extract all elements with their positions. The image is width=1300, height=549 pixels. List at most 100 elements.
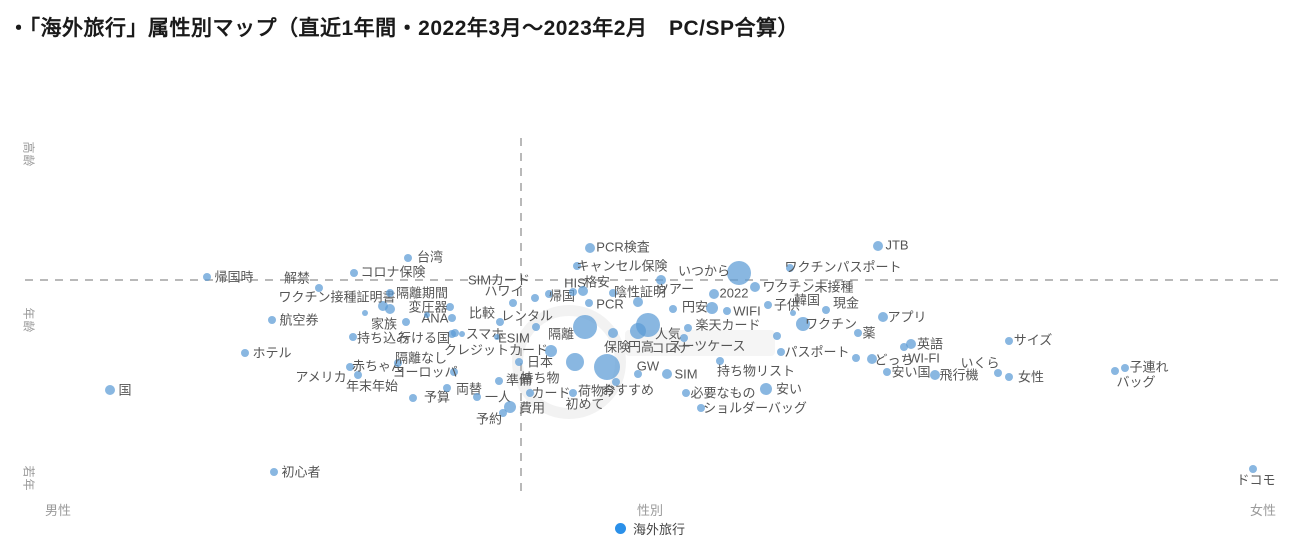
bubble[interactable] <box>526 389 534 397</box>
bubble-label: どっち <box>874 352 914 368</box>
bubble[interactable] <box>594 354 620 380</box>
bubble[interactable] <box>566 353 584 371</box>
bubble[interactable] <box>790 310 796 316</box>
bubble[interactable] <box>346 363 354 371</box>
bubble[interactable] <box>424 312 430 318</box>
bubble[interactable] <box>852 354 860 362</box>
bubble[interactable] <box>315 284 323 292</box>
bubble[interactable] <box>578 286 588 296</box>
bubble[interactable] <box>350 269 358 277</box>
bubble[interactable] <box>723 307 731 315</box>
bubble[interactable] <box>608 328 618 338</box>
bubble[interactable] <box>515 358 523 366</box>
bubble[interactable] <box>634 370 642 378</box>
bubble[interactable] <box>1249 465 1257 473</box>
bubble[interactable] <box>697 404 705 412</box>
bubble[interactable] <box>573 262 581 270</box>
bubble[interactable] <box>385 304 395 314</box>
bubble[interactable] <box>404 254 412 262</box>
legend-item-overseas-travel[interactable]: 海外旅行 <box>614 519 685 538</box>
bubble[interactable] <box>867 354 877 364</box>
bubble[interactable] <box>656 275 666 285</box>
bubble-label: 陰性証明 <box>613 284 667 300</box>
bubble[interactable] <box>633 297 643 307</box>
bubble[interactable] <box>1111 367 1119 375</box>
bubble-label: 台湾 <box>416 249 444 265</box>
bubble[interactable] <box>684 324 692 332</box>
bubble[interactable] <box>386 289 394 297</box>
bubble[interactable] <box>585 299 593 307</box>
bubble[interactable] <box>268 316 276 324</box>
bubble[interactable] <box>362 310 368 316</box>
bubble[interactable] <box>569 288 577 296</box>
bubble[interactable] <box>764 301 772 309</box>
bubble[interactable] <box>636 313 660 337</box>
bubble[interactable] <box>612 378 620 386</box>
bubble[interactable] <box>750 282 760 292</box>
bubble[interactable] <box>573 315 597 339</box>
bubble[interactable] <box>270 468 278 476</box>
bubble[interactable] <box>495 377 503 385</box>
bubble[interactable] <box>760 383 772 395</box>
bubble[interactable] <box>509 299 517 307</box>
bubble[interactable] <box>662 369 672 379</box>
bubble[interactable] <box>354 371 362 379</box>
bubble[interactable] <box>930 370 940 380</box>
bubble[interactable] <box>727 261 751 285</box>
bubble[interactable] <box>443 384 451 392</box>
bubble[interactable] <box>900 343 908 351</box>
bubble[interactable] <box>499 409 507 417</box>
bubble[interactable] <box>394 359 402 367</box>
bubble[interactable] <box>706 302 718 314</box>
bubble[interactable] <box>680 334 688 342</box>
bubble-label: ドコモ <box>1236 472 1276 488</box>
bubble[interactable] <box>448 314 456 322</box>
bubble[interactable] <box>203 273 211 281</box>
bubble[interactable] <box>994 369 1002 377</box>
bubble[interactable] <box>545 345 557 357</box>
bubble-label: 飛行機 <box>939 367 979 383</box>
bubble[interactable] <box>822 306 830 314</box>
bubble[interactable] <box>609 289 617 297</box>
bubble-label: 年末年始 <box>345 378 399 394</box>
bubble[interactable] <box>854 329 862 337</box>
bubble[interactable] <box>494 334 500 340</box>
bubble[interactable] <box>585 243 595 253</box>
bubble[interactable] <box>709 289 719 299</box>
bubble[interactable] <box>450 368 458 376</box>
page-title: ・「海外旅行」属性別マップ（直近1年間・2022年3月〜2023年2月 PC/S… <box>8 17 799 40</box>
bubble[interactable] <box>1005 373 1013 381</box>
bubble[interactable] <box>1121 364 1129 372</box>
bubble[interactable] <box>545 290 553 298</box>
bubble[interactable] <box>532 323 540 331</box>
bubble[interactable] <box>777 348 785 356</box>
bubble[interactable] <box>716 357 724 365</box>
bubble[interactable] <box>349 333 357 341</box>
bubble[interactable] <box>531 294 539 302</box>
bubble[interactable] <box>906 339 916 349</box>
bubble[interactable] <box>669 305 677 313</box>
bubble[interactable] <box>796 317 810 331</box>
bubble[interactable] <box>878 312 888 322</box>
bubble[interactable] <box>459 331 465 337</box>
bubble[interactable] <box>451 329 459 337</box>
bubble[interactable] <box>378 301 388 311</box>
bubble[interactable] <box>786 264 794 272</box>
bubble[interactable] <box>446 303 454 311</box>
bubble[interactable] <box>409 394 417 402</box>
x-axis-label-right: 女性 <box>1250 503 1277 518</box>
bubble[interactable] <box>873 241 883 251</box>
bubble[interactable] <box>1005 337 1013 345</box>
bubble-label: 今 <box>602 383 616 399</box>
bubble[interactable] <box>773 332 781 340</box>
bubble[interactable] <box>105 385 115 395</box>
bubble[interactable] <box>402 318 410 326</box>
bubble[interactable] <box>569 389 577 397</box>
bubble-label: アプリ <box>887 309 927 325</box>
bubble[interactable] <box>682 389 690 397</box>
bubble[interactable] <box>496 318 504 326</box>
bubble[interactable] <box>241 349 249 357</box>
bubble[interactable] <box>504 401 516 413</box>
bubble[interactable] <box>883 368 891 376</box>
bubble[interactable] <box>473 393 481 401</box>
